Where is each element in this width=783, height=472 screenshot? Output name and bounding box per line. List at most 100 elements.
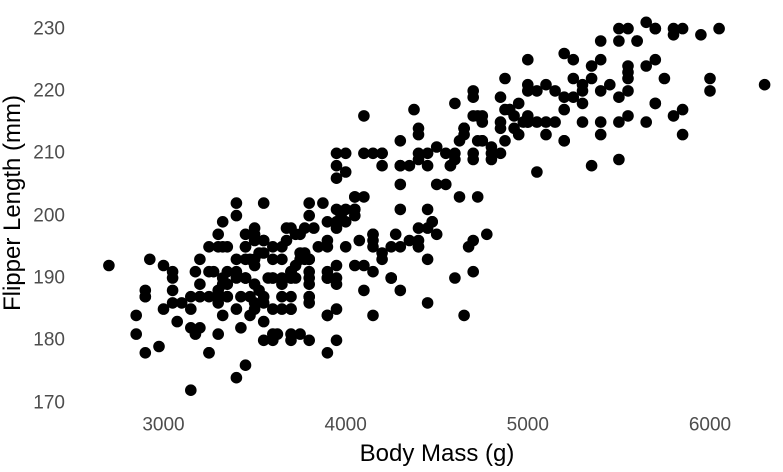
- data-point: [522, 53, 534, 66]
- data-point: [285, 290, 297, 303]
- data-point: [558, 91, 570, 103]
- data-point: [358, 284, 370, 297]
- data-point: [522, 110, 534, 122]
- data-point: [216, 309, 229, 322]
- data-point: [704, 72, 716, 85]
- data-point: [594, 53, 607, 66]
- data-point: [212, 241, 224, 253]
- data-point: [467, 85, 480, 97]
- data-point: [312, 241, 325, 253]
- data-point: [403, 159, 416, 172]
- data-point: [212, 290, 224, 303]
- y-axis-tick-label: 190: [33, 267, 65, 289]
- data-point: [476, 135, 489, 147]
- data-point: [321, 234, 334, 247]
- data-point: [585, 159, 598, 172]
- x-axis-tick-label: 5000: [506, 414, 549, 436]
- data-point: [394, 284, 407, 297]
- data-point: [185, 290, 197, 303]
- data-point: [367, 241, 379, 253]
- data-point: [235, 322, 247, 334]
- y-axis-tick-label: 180: [33, 329, 65, 351]
- data-point: [303, 272, 316, 284]
- data-point: [239, 359, 252, 372]
- data-point: [508, 110, 520, 122]
- data-point: [567, 72, 580, 85]
- data-point: [157, 259, 170, 272]
- data-point: [285, 303, 297, 315]
- x-axis-tick-label: 4000: [324, 414, 367, 436]
- data-point: [594, 116, 607, 128]
- data-point: [153, 340, 165, 353]
- data-point: [303, 334, 316, 347]
- data-point: [412, 222, 425, 234]
- data-point: [276, 253, 288, 266]
- data-point: [508, 122, 520, 135]
- data-point: [421, 253, 434, 266]
- data-point: [449, 97, 461, 110]
- data-point: [394, 178, 407, 191]
- data-point: [585, 72, 598, 85]
- data-point: [216, 216, 229, 228]
- data-point: [308, 222, 320, 234]
- data-point: [130, 328, 142, 340]
- data-point: [285, 265, 297, 278]
- data-point: [298, 222, 311, 234]
- data-point: [394, 241, 407, 253]
- data-point: [257, 197, 270, 209]
- data-point: [276, 303, 288, 315]
- data-point: [376, 147, 388, 160]
- data-point: [221, 290, 234, 303]
- data-point: [499, 72, 511, 85]
- data-point: [421, 297, 434, 309]
- data-point: [394, 159, 407, 172]
- data-point: [512, 97, 525, 110]
- data-point: [349, 191, 361, 203]
- data-point: [758, 78, 771, 91]
- data-point: [412, 241, 425, 253]
- data-point: [285, 328, 297, 340]
- data-point: [430, 178, 443, 191]
- data-point: [367, 309, 379, 322]
- data-point: [230, 303, 243, 315]
- data-point: [194, 253, 206, 266]
- data-point: [613, 22, 625, 35]
- data-point: [194, 290, 206, 303]
- data-point: [408, 103, 420, 116]
- data-point: [549, 116, 561, 128]
- data-point: [658, 72, 671, 85]
- data-point: [540, 116, 552, 128]
- data-point: [676, 128, 689, 141]
- data-point: [485, 147, 498, 160]
- data-point: [185, 303, 197, 315]
- data-point: [267, 253, 279, 266]
- data-point: [604, 78, 616, 91]
- data-point: [713, 22, 725, 35]
- data-point: [280, 222, 293, 234]
- data-point: [298, 253, 311, 266]
- data-point: [389, 228, 402, 241]
- data-point: [212, 228, 224, 241]
- data-point: [230, 209, 243, 222]
- data-point: [471, 191, 484, 203]
- data-point: [157, 303, 170, 315]
- data-point: [321, 216, 334, 228]
- data-point: [585, 60, 598, 72]
- data-point: [194, 278, 206, 291]
- data-point: [385, 272, 398, 284]
- data-point: [276, 241, 288, 253]
- data-point: [444, 159, 457, 172]
- data-point: [676, 103, 689, 116]
- data-point: [458, 128, 470, 141]
- data-point: [139, 290, 152, 303]
- data-point: [649, 53, 662, 66]
- data-point: [576, 78, 589, 91]
- data-point: [221, 241, 234, 253]
- data-point: [613, 116, 625, 128]
- data-point: [449, 272, 461, 284]
- data-point: [440, 178, 452, 191]
- data-point: [522, 78, 534, 91]
- data-point: [376, 159, 388, 172]
- data-point: [453, 191, 466, 203]
